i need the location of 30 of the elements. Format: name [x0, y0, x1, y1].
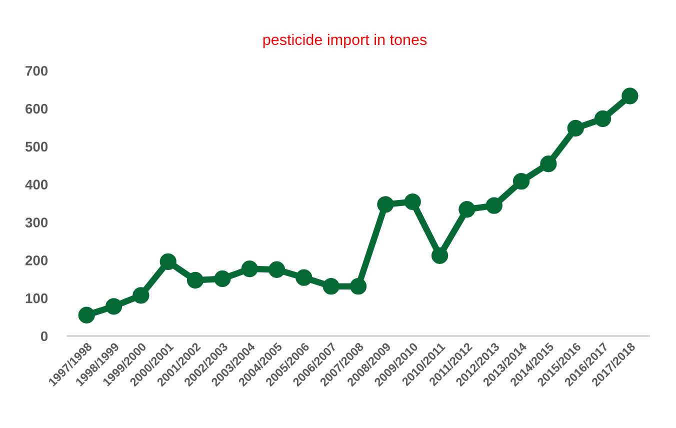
- point: [431, 247, 448, 264]
- point: [160, 253, 176, 270]
- point: [105, 298, 122, 315]
- chart-title: pesticide import in tones: [263, 34, 427, 48]
- point: [540, 156, 557, 172]
- point: [241, 260, 258, 278]
- point: [622, 88, 638, 104]
- point: [296, 269, 312, 286]
- y-tick-label: 200: [25, 255, 48, 266]
- point: [350, 278, 367, 295]
- y-tick-label: 500: [25, 142, 48, 152]
- point: [594, 110, 612, 128]
- point: [78, 306, 95, 324]
- point: [132, 287, 150, 304]
- point: [404, 193, 421, 210]
- point: [486, 197, 502, 214]
- y-tick-label: 400: [25, 180, 48, 190]
- y-tick-label: 100: [26, 293, 48, 304]
- point: [377, 196, 394, 213]
- y-tick-label: 700: [26, 66, 48, 76]
- point: [458, 201, 476, 218]
- point: [186, 272, 204, 289]
- point: [322, 278, 340, 295]
- y-tick-label: 0: [40, 331, 48, 342]
- point: [214, 270, 231, 288]
- y-tick-label: 300: [25, 218, 48, 228]
- point: [567, 120, 584, 137]
- y-tick-label: 600: [25, 104, 48, 114]
- point: [512, 172, 530, 190]
- point: [268, 261, 286, 278]
